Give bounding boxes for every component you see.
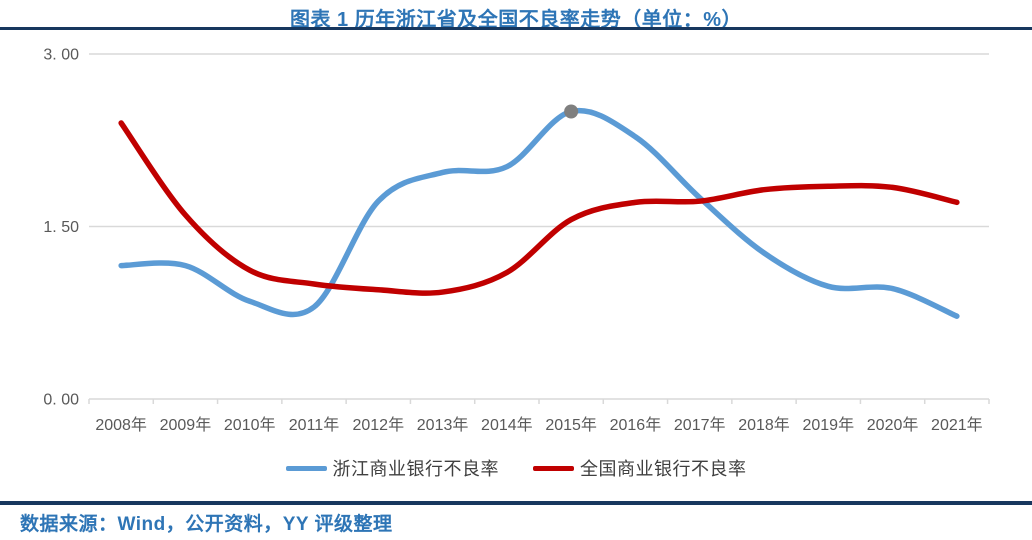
x-axis-label: 2013年 bbox=[417, 416, 469, 434]
x-axis-label: 2010年 bbox=[224, 416, 276, 434]
x-axis-label: 2020年 bbox=[867, 416, 919, 434]
x-axis-label: 2019年 bbox=[802, 416, 854, 434]
legend-item-zhejiang: 浙江商业银行不良率 bbox=[285, 455, 500, 481]
legend-swatch-national bbox=[533, 465, 574, 471]
chart-legend: 浙江商业银行不良率 全国商业银行不良率 bbox=[0, 453, 1032, 483]
footer-divider bbox=[0, 501, 1032, 505]
x-axis-label: 2012年 bbox=[352, 416, 404, 434]
title-divider bbox=[0, 27, 1032, 30]
series-line-national bbox=[118, 120, 960, 296]
x-axis-label: 2009年 bbox=[160, 416, 212, 434]
x-axis-label: 2021年 bbox=[931, 416, 983, 434]
x-axis-label: 2011年 bbox=[289, 416, 339, 434]
y-axis-label: 0. 00 bbox=[43, 392, 79, 409]
y-axis-label: 3. 00 bbox=[43, 47, 79, 64]
legend-swatch-zhejiang bbox=[285, 465, 327, 471]
y-axis-label: 1. 50 bbox=[43, 219, 79, 236]
legend-label-national: 全国商业银行不良率 bbox=[580, 459, 747, 480]
line-chart: 3. 00 1. 50 0. 00 2008年 2009年 2010年 2011年 2012年… bbox=[43, 47, 990, 434]
series-line-zhejiang bbox=[118, 107, 960, 319]
x-axis-label: 2018年 bbox=[738, 416, 790, 434]
x-axis-label: 2008年 bbox=[95, 416, 147, 434]
legend-label-zhejiang: 浙江商业银行不良率 bbox=[332, 459, 499, 480]
x-axis-label: 2017年 bbox=[674, 416, 726, 434]
legend-item-national: 全国商业银行不良率 bbox=[533, 455, 747, 481]
chart-title: 图表 1 历年浙江省及全国不良率走势（单位：%） bbox=[289, 9, 743, 31]
x-axis-label: 2014年 bbox=[481, 416, 533, 434]
x-axis-label: 2016年 bbox=[610, 416, 662, 434]
x-axis-label: 2015年 bbox=[545, 416, 597, 434]
peak-marker-zhejiang bbox=[564, 104, 579, 119]
data-source-note: 数据来源：Wind，公开资料，YY 评级整理 bbox=[20, 514, 393, 535]
